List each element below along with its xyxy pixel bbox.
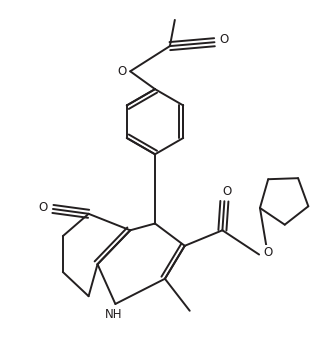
Text: O: O (263, 246, 272, 259)
Text: NH: NH (105, 308, 123, 321)
Text: O: O (219, 33, 228, 46)
Text: O: O (118, 65, 127, 78)
Text: O: O (38, 201, 48, 214)
Text: O: O (223, 185, 232, 198)
